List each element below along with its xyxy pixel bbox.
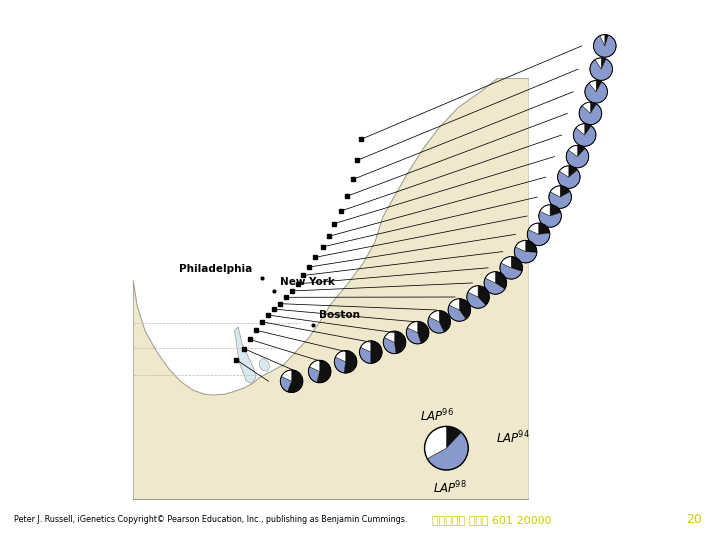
Text: the enzyme leucine amino peptidase (LAP) in the blue mussel: the enzyme leucine amino peptidase (LAP)… (86, 52, 483, 65)
Wedge shape (511, 256, 523, 271)
Wedge shape (446, 427, 462, 448)
Polygon shape (234, 327, 256, 383)
Wedge shape (449, 299, 459, 310)
Wedge shape (427, 433, 468, 470)
Wedge shape (336, 350, 346, 362)
Wedge shape (576, 124, 585, 135)
Wedge shape (448, 305, 466, 321)
Wedge shape (514, 247, 537, 263)
Wedge shape (280, 376, 292, 392)
Text: 台大農藝系 遠傳學 601 20000: 台大農藝系 遠傳學 601 20000 (432, 515, 552, 525)
Wedge shape (605, 35, 608, 46)
Wedge shape (406, 328, 421, 344)
Wedge shape (371, 341, 382, 363)
Wedge shape (495, 272, 507, 289)
Wedge shape (468, 286, 478, 297)
Wedge shape (595, 58, 601, 69)
Wedge shape (568, 145, 577, 157)
Text: Peter J. Russell, iGenetics Copyright© Pearson Education, Inc., publishing as Be: Peter J. Russell, iGenetics Copyright© P… (14, 515, 408, 524)
Text: Boston: Boston (320, 310, 360, 321)
Wedge shape (549, 192, 572, 208)
Polygon shape (133, 78, 529, 500)
Wedge shape (334, 357, 346, 373)
Wedge shape (590, 59, 613, 80)
Wedge shape (559, 166, 569, 177)
Wedge shape (287, 370, 303, 393)
Wedge shape (539, 211, 562, 227)
Wedge shape (282, 370, 292, 381)
Wedge shape (526, 240, 537, 252)
Wedge shape (540, 205, 550, 216)
Wedge shape (310, 360, 320, 372)
Wedge shape (593, 35, 616, 57)
Wedge shape (516, 240, 526, 252)
Wedge shape (395, 331, 406, 354)
Wedge shape (550, 186, 560, 197)
Wedge shape (600, 35, 605, 46)
Wedge shape (484, 278, 505, 294)
Wedge shape (569, 166, 577, 177)
Wedge shape (579, 104, 602, 125)
Wedge shape (383, 338, 396, 354)
Wedge shape (601, 58, 606, 69)
Wedge shape (425, 427, 446, 458)
Text: 20: 20 (686, 513, 702, 526)
Wedge shape (459, 299, 471, 319)
Wedge shape (560, 186, 570, 197)
Text: LAP$^{98}$: LAP$^{98}$ (433, 480, 467, 497)
Wedge shape (478, 286, 490, 305)
Wedge shape (582, 102, 590, 113)
Text: LAP$^{94}$: LAP$^{94}$ (495, 430, 529, 447)
Wedge shape (500, 263, 522, 279)
Wedge shape (429, 310, 439, 322)
Wedge shape (344, 350, 357, 373)
Wedge shape (485, 272, 495, 283)
Wedge shape (501, 256, 511, 268)
Wedge shape (308, 367, 320, 382)
Wedge shape (527, 230, 550, 246)
Wedge shape (361, 341, 371, 352)
Wedge shape (557, 170, 580, 188)
Wedge shape (585, 82, 608, 103)
Wedge shape (428, 317, 444, 333)
Text: Fig. 22.6  Geographic variation in frequencies of three alleles of the locus cod: Fig. 22.6 Geographic variation in freque… (18, 18, 557, 31)
Wedge shape (418, 321, 429, 343)
Wedge shape (577, 145, 585, 157)
Wedge shape (539, 223, 550, 234)
Text: LAP$^{96}$: LAP$^{96}$ (420, 407, 454, 424)
Wedge shape (439, 310, 451, 332)
Wedge shape (467, 292, 486, 308)
Wedge shape (550, 205, 561, 216)
Wedge shape (585, 124, 591, 135)
Wedge shape (596, 80, 602, 92)
Text: Philadelphia: Philadelphia (179, 264, 252, 274)
Wedge shape (317, 360, 331, 383)
Wedge shape (590, 102, 596, 113)
Wedge shape (384, 331, 395, 342)
Wedge shape (589, 80, 596, 92)
Text: New York: New York (280, 277, 335, 287)
Wedge shape (566, 148, 589, 168)
Wedge shape (359, 347, 371, 363)
Wedge shape (408, 321, 418, 333)
Wedge shape (528, 223, 539, 234)
Wedge shape (573, 126, 596, 146)
Polygon shape (259, 359, 270, 371)
